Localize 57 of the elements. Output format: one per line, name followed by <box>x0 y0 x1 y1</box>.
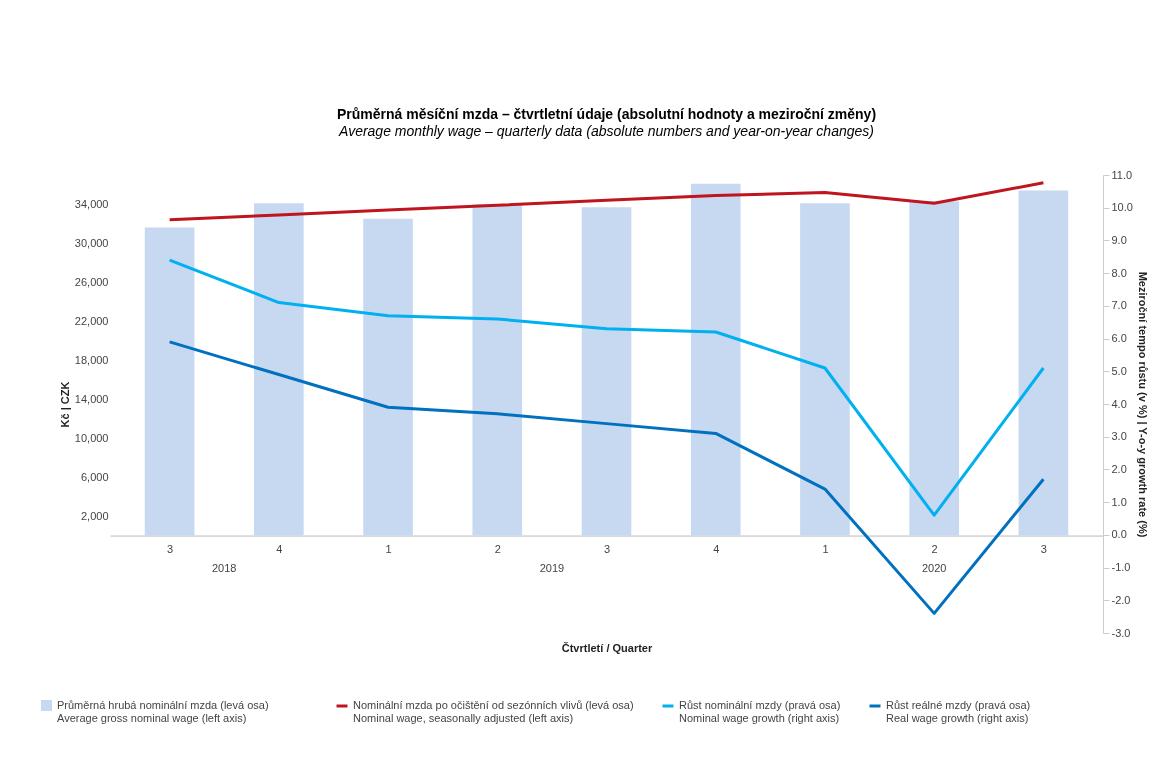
bar <box>254 203 304 536</box>
y-tick-label: 2,000 <box>80 509 109 522</box>
bar <box>800 203 850 536</box>
y2-tick-label: 8.0 <box>1111 266 1127 279</box>
line-series <box>168 181 1045 222</box>
x-tick-label: 3 <box>167 543 174 556</box>
y-tick-label: 22,000 <box>74 314 109 327</box>
y2-tick-label: 11.0 <box>1111 168 1133 181</box>
y2-tick-label: 4.0 <box>1111 397 1127 410</box>
x-tick-label: 3 <box>1040 543 1047 556</box>
x-tick-label: 4 <box>276 543 283 556</box>
y2-tick-label: 9.0 <box>1111 233 1127 246</box>
y2-tick-label: 7.0 <box>1111 299 1127 312</box>
y2-tick-label: 5.0 <box>1111 364 1127 377</box>
chart-subtitle: Average monthly wage – quarterly data (absolute numbers and year-on-year changes) <box>338 123 874 139</box>
y-tick-label: 14,000 <box>74 392 109 405</box>
y2-tick-label: -1.0 <box>1111 561 1131 574</box>
y-tick-label: 18,000 <box>74 353 109 366</box>
annotation: 2020 <box>921 561 947 574</box>
line-series <box>168 340 1045 615</box>
y-tick-label: 34,000 <box>74 197 109 210</box>
y-tick-label: 6,000 <box>80 470 109 483</box>
y2-tick-label: 1.0 <box>1111 495 1127 508</box>
x-tick-label: 1 <box>822 543 829 556</box>
bar <box>1018 190 1069 536</box>
x-tick-label: 3 <box>603 543 611 556</box>
y2-tick-label: 3.0 <box>1111 430 1127 443</box>
annotation: 2019 <box>539 561 565 574</box>
y2-tick-label: 10.0 <box>1111 201 1133 214</box>
bar <box>144 227 195 536</box>
annotation: 2018 <box>211 561 237 574</box>
x-tick-label: 2 <box>494 543 501 556</box>
line-series <box>168 258 1045 517</box>
legend-label: Průměrná hrubá nominální mzda (levá osa) Average gross nominal wage (left axis) <box>57 698 269 724</box>
bar <box>909 201 959 536</box>
bar <box>581 207 632 536</box>
y2-tick-label: 0.0 <box>1111 528 1127 541</box>
legend-label: Nominální mzda po očištění od sezónních vlivů (levá osa) Nominal wage, seasonally adjusted (left axis) <box>353 699 634 724</box>
y-axis-title: Kč | CZK <box>58 381 71 428</box>
x-tick-label: 2 <box>931 543 938 556</box>
x-axis-title: Čtvrtletí / Quarter <box>561 642 653 655</box>
y-tick-label: 10,000 <box>74 431 109 444</box>
bar <box>363 218 413 536</box>
y-tick-label: 30,000 <box>74 236 109 249</box>
x-tick-label: 1 <box>385 543 392 556</box>
y2-tick-label: 2.0 <box>1111 462 1127 475</box>
y2-tick-label: -2.0 <box>1111 593 1131 606</box>
legend-label: Růst nominální mzdy (pravá osa) Nominal wage growth (right axis) <box>679 699 841 724</box>
x-tick-label: 4 <box>713 543 720 556</box>
y2-axis-title: Meziroční tempo růstu (v %) | Y-o-y growth rate (%) <box>1136 271 1149 538</box>
legend-label: Růst reálné mzdy (pravá osa) Real wage growth (right axis) <box>886 699 1031 724</box>
y2-tick-label: 6.0 <box>1111 332 1127 345</box>
bar <box>472 204 523 536</box>
chart-title: Průměrná měsíční mzda – čtvrtletní údaje (absolutní hodnoty a meziroční změny) <box>336 106 877 122</box>
y-tick-label: 26,000 <box>74 275 109 288</box>
bar <box>690 183 741 536</box>
y2-tick-label: -3.0 <box>1111 626 1131 639</box>
